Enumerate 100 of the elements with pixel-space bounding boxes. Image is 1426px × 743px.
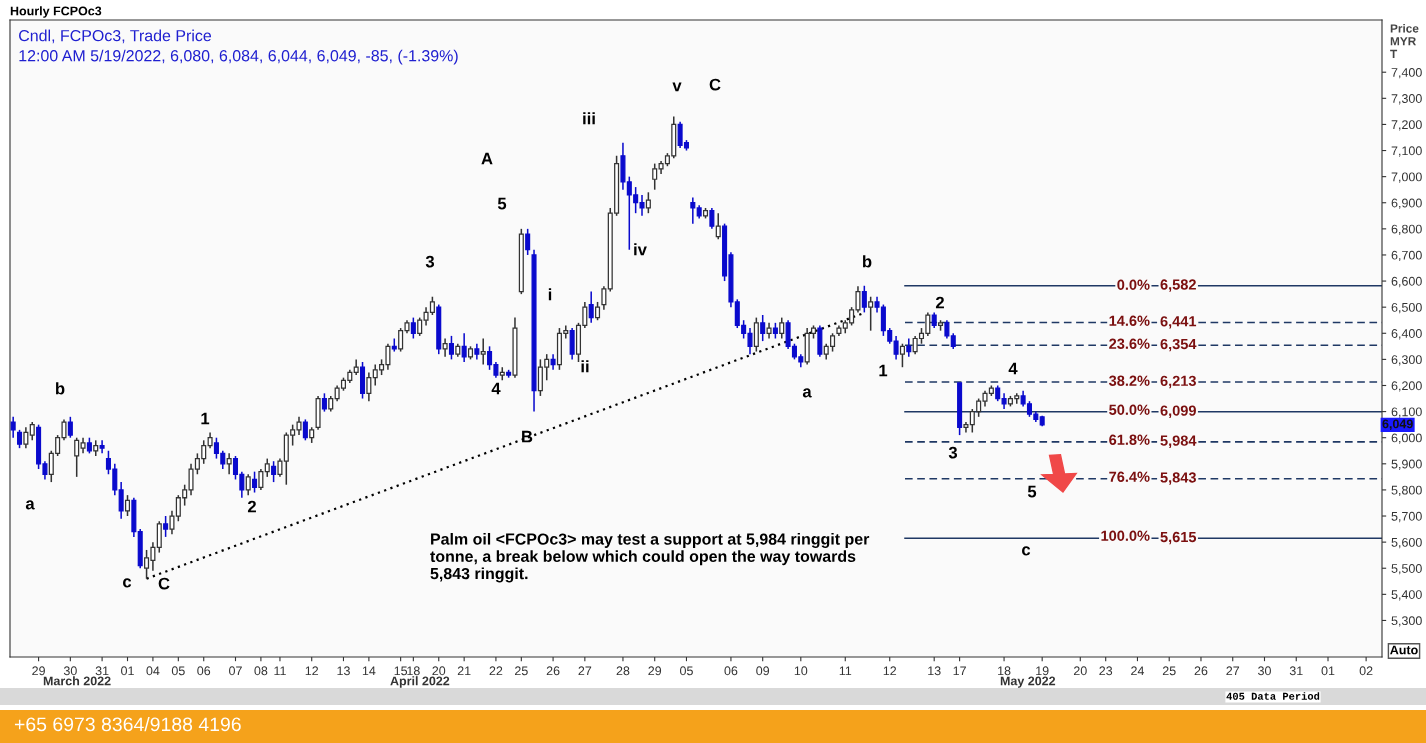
annotation: 2	[247, 500, 256, 513]
x-tick-label: 14	[362, 666, 376, 676]
x-tick-label: 29	[32, 666, 45, 676]
x-tick-label: 01	[121, 666, 134, 676]
candlestick	[944, 319, 950, 340]
y-tick-label: 7,000	[1391, 172, 1422, 183]
annotation: 5	[497, 197, 507, 210]
annotation: 2	[935, 296, 944, 309]
candlestick	[29, 421, 35, 442]
annotation: 38.2%	[1108, 375, 1150, 386]
annotation: Palm oil <FCPOc3> may test a support at 5,984 ringgit per tonne, a break below which could open the way towards 5,843 ringgit.	[430, 533, 870, 583]
candlestick	[588, 290, 594, 324]
y-tick-label: 6,600	[1391, 276, 1422, 288]
candlestick	[264, 457, 270, 478]
x-tick-label: 09	[756, 666, 770, 676]
x-tick-label: 06	[197, 666, 211, 676]
x-tick-label: 25	[1162, 666, 1176, 676]
annotation: iii	[583, 112, 595, 125]
candlestick	[893, 335, 899, 361]
y-tick-label: 7,200	[1391, 120, 1422, 131]
x-tick-label: 02	[1359, 666, 1373, 676]
annotation: v	[672, 82, 682, 92]
y-tick-label: 6,400	[1391, 329, 1422, 340]
x-tick-label: 31	[1289, 666, 1303, 676]
annotation: 76.4%	[1109, 471, 1150, 482]
candlestick	[652, 162, 658, 191]
annotation: 23.6%	[1109, 338, 1150, 349]
y-tick-label: 5,800	[1391, 485, 1422, 497]
text: 405 Data Period	[1226, 692, 1320, 700]
candlestick	[16, 429, 23, 449]
candlestick	[163, 515, 169, 538]
candlestick	[302, 418, 308, 442]
annotation: 100.0%	[1101, 530, 1150, 541]
y-tick-label: 7,400	[1391, 68, 1422, 79]
x-tick-label: 08	[254, 666, 268, 676]
chart-title: Hourly FCPOc3	[10, 6, 102, 18]
x-tick-label: 10	[794, 666, 808, 676]
x-tick-label: 13	[337, 666, 350, 676]
annotation: ii	[581, 360, 589, 373]
x-tick-label: 28	[616, 666, 630, 676]
candlestick	[410, 316, 416, 340]
ref-line-label: 6,582	[1160, 279, 1196, 292]
x-tick-label: 26	[546, 666, 560, 676]
annotation: 61.8%	[1109, 434, 1150, 445]
x-tick-label: 31	[95, 666, 109, 676]
x-tick-label: 18	[407, 666, 420, 676]
x-tick-label: 12	[305, 666, 319, 676]
text: April 2022	[390, 676, 450, 688]
candlestick	[760, 314, 766, 342]
y-tick-label: 7,300	[1391, 94, 1422, 105]
x-tick-label: 04	[146, 666, 160, 676]
candlestick	[595, 301, 601, 321]
candlestick	[525, 228, 531, 256]
y-tick-label: 6,200	[1391, 381, 1422, 392]
x-tick-label: 24	[1131, 666, 1145, 676]
candlestick	[448, 335, 454, 361]
candlestick	[258, 468, 264, 491]
y-tick-label: 5,500	[1391, 564, 1422, 575]
x-tick-label: 11	[839, 666, 852, 676]
ref-line-label: 6,441	[1160, 316, 1197, 329]
text: March 2022	[43, 676, 111, 686]
x-tick-label: 30	[1258, 666, 1271, 676]
candlestick	[480, 337, 486, 366]
text: +65 6973 8364/9188 4196	[14, 716, 241, 732]
text: Cndl, FCPOc3, Trade Price 12:00 AM 5/19/2022, 6,080, 6,084, 6,044, 6,049, -85, (-1.39%)	[19, 29, 458, 65]
x-tick-label: 25	[515, 666, 528, 676]
y-axis-title: Price MYR T	[1390, 24, 1419, 58]
annotation: 14.6%	[1109, 315, 1150, 326]
candlestick	[10, 416, 16, 439]
x-tick-label: 23	[1099, 666, 1113, 676]
candlestick	[779, 316, 785, 340]
ref-line-label: 6,099	[1160, 405, 1196, 418]
candlestick	[442, 337, 448, 358]
annotation: c	[1022, 546, 1031, 556]
ref-line-label: 5,984	[1160, 435, 1197, 448]
y-tick-label: 5,900	[1391, 459, 1422, 470]
y-tick-label: 6,300	[1391, 355, 1422, 366]
candlestick	[23, 426, 29, 449]
candlestick	[366, 371, 372, 402]
candlestick	[156, 520, 162, 554]
annotation: 3	[425, 255, 435, 268]
y-tick-label: 6,100	[1391, 407, 1422, 418]
x-tick-label: 06	[724, 666, 738, 676]
x-tick-label: 26	[1194, 666, 1208, 676]
candlestick	[271, 460, 277, 483]
y-tick-label: 6,700	[1391, 250, 1422, 262]
x-tick-label: 19	[1036, 666, 1049, 676]
annotation: 4	[491, 382, 501, 395]
candlestick	[899, 342, 905, 368]
y-tick-label: 6,500	[1391, 302, 1422, 314]
annotation: 5	[1027, 485, 1037, 498]
text: Auto	[1390, 645, 1418, 655]
y-tick-label: 5,600	[1391, 537, 1422, 549]
x-tick-label: 13	[928, 666, 941, 676]
candlestick	[715, 212, 721, 241]
x-tick-label: 30	[63, 666, 77, 676]
y-tick-label: 5,400	[1391, 590, 1422, 601]
x-tick-label: 27	[578, 666, 592, 676]
y-tick-label: 5,300	[1391, 616, 1422, 627]
x-tick-label: 20	[432, 666, 446, 676]
